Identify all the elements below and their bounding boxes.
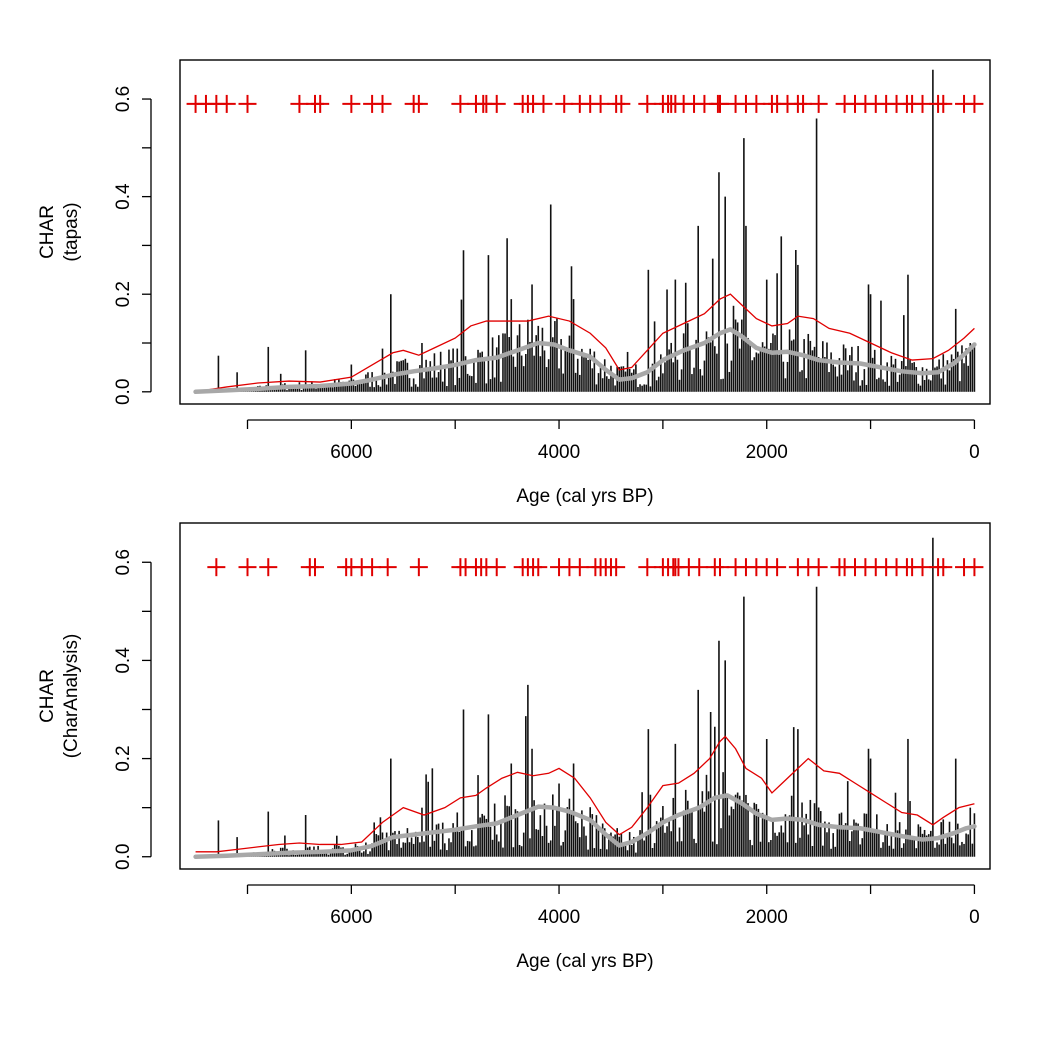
peak-marker: [529, 558, 548, 577]
peak-marker: [238, 94, 257, 113]
peak-marker: [451, 94, 470, 113]
bottom-x-axis-title: Age (cal yrs BP): [516, 951, 653, 972]
y-tick-label: 0.6: [113, 86, 134, 112]
peak-marker: [690, 558, 709, 577]
peak-marker: [207, 558, 226, 577]
peak-marker: [378, 558, 397, 577]
peak-marker: [747, 94, 766, 113]
peak-marker: [638, 94, 657, 113]
x-tick-label: 0: [969, 442, 980, 463]
peak-marker: [612, 94, 631, 113]
y-tick-label: 0.4: [113, 647, 134, 674]
peak-marker: [913, 94, 932, 113]
peak-marker: [363, 558, 382, 577]
y-tick-label: 0.0: [113, 844, 134, 870]
bottom-background-line: [193, 793, 977, 859]
top-y-axis-title-line2: (tapas): [61, 202, 82, 261]
peak-marker: [607, 558, 626, 577]
peak-marker: [965, 558, 984, 577]
bottom-x-axis: 6000 4000 2000 0: [246, 884, 980, 928]
peak-marker: [768, 558, 787, 577]
peak-marker: [342, 94, 361, 113]
bottom-threshold-line: [195, 735, 975, 853]
peak-marker: [638, 558, 657, 577]
x-tick-label: 4000: [538, 442, 580, 463]
y-tick-label: 0.0: [113, 379, 134, 405]
top-chart-panel: 6000 4000 2000 0 0.0 0.2 0.4 0.6 Age (cal yrs …: [37, 59, 991, 507]
peak-marker: [711, 94, 729, 113]
y-tick-label: 0.4: [113, 183, 134, 210]
peak-marker: [306, 558, 324, 577]
top-peak-markers: [186, 94, 984, 113]
peak-marker: [555, 94, 574, 113]
top-char-bars: [196, 69, 976, 392]
bottom-peak-markers: [207, 558, 984, 577]
peak-marker: [311, 94, 330, 113]
x-tick-label: 0: [969, 907, 980, 928]
y-tick-label: 0.2: [113, 745, 134, 771]
bottom-y-axis-title-line2: (CharAnalysis): [61, 634, 82, 759]
peak-marker: [487, 94, 506, 113]
peak-marker: [591, 94, 610, 113]
bottom-char-bars: [196, 537, 976, 857]
x-tick-label: 6000: [330, 442, 372, 463]
top-x-axis-title: Age (cal yrs BP): [516, 486, 653, 507]
peak-marker: [373, 94, 392, 113]
peak-marker: [934, 558, 953, 577]
peak-marker: [794, 94, 813, 113]
peak-marker: [409, 558, 428, 577]
peak-marker: [259, 558, 278, 577]
peak-marker: [809, 558, 828, 577]
peak-marker: [809, 94, 828, 113]
peak-marker: [238, 558, 257, 577]
x-tick-label: 6000: [330, 907, 372, 928]
y-tick-label: 0.6: [113, 549, 134, 575]
peak-marker: [934, 94, 953, 113]
peak-marker: [217, 94, 236, 113]
top-y-axis: 0.0 0.2 0.4 0.6: [113, 86, 152, 405]
x-tick-label: 2000: [746, 442, 788, 463]
peak-marker: [711, 558, 729, 577]
top-background-line: [193, 327, 977, 395]
peak-marker: [913, 558, 932, 577]
top-y-axis-title-line1: CHAR: [37, 205, 58, 259]
top-x-axis: 6000 4000 2000 0: [246, 419, 980, 463]
top-plot-frame: [179, 59, 991, 405]
peak-marker: [290, 94, 309, 113]
peak-marker: [965, 94, 984, 113]
bottom-y-axis-title-line1: CHAR: [37, 669, 58, 723]
bottom-plot-frame: [179, 522, 991, 870]
peak-marker: [534, 94, 553, 113]
top-threshold-line: [195, 293, 975, 393]
bottom-y-axis: 0.0 0.2 0.4 0.6: [113, 549, 152, 870]
x-tick-label: 2000: [746, 907, 788, 928]
y-tick-label: 0.2: [113, 281, 134, 307]
bottom-chart-panel: 6000 4000 2000 0 0.0 0.2 0.4 0.6 Age (cal yrs …: [37, 522, 991, 972]
peak-marker: [487, 558, 506, 577]
x-tick-label: 4000: [538, 907, 580, 928]
peak-marker: [570, 558, 589, 577]
peak-marker: [409, 94, 428, 113]
